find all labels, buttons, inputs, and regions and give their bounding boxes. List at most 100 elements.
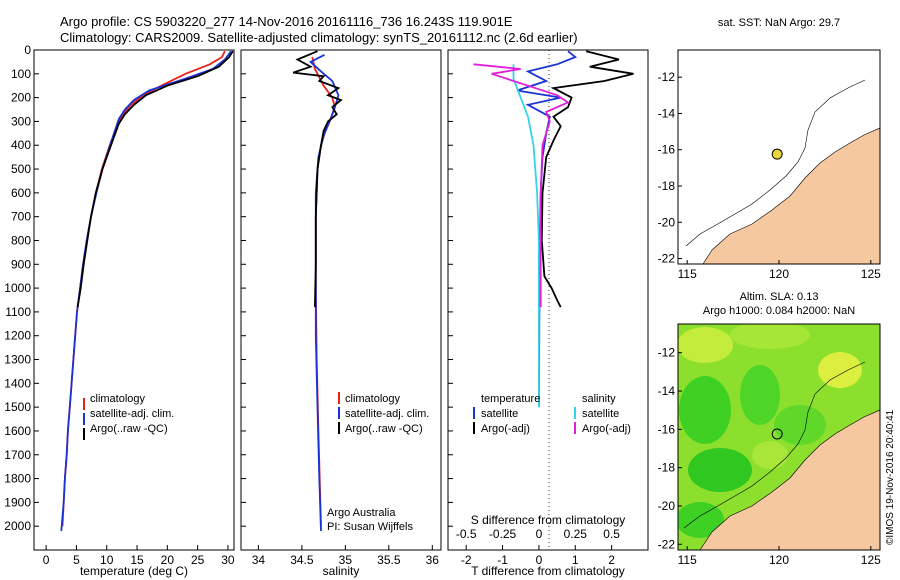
temperature-xlabel: temperature (deg C) [80, 564, 188, 578]
diff-legend-salinity-title: salinity [582, 393, 616, 405]
x-tick-label: -1 [497, 553, 508, 567]
x-tick-label: 35 [339, 553, 353, 567]
map-y-tick-label: -16 [658, 422, 676, 436]
salinity-series [292, 50, 343, 532]
temperature-legend-argo: Argo(..raw -QC) [90, 423, 168, 435]
y-tick-label: 1100 [5, 305, 31, 319]
temperature-panel: 0 5 10 15 20 25 300100200300400500600700800900… [4, 43, 235, 578]
sla-map-ticks: 115 120 125 -12 -14 -16 -18 -20 -22 [658, 346, 881, 567]
x-tick-label: 10 [100, 553, 114, 567]
sla-map-land [699, 409, 880, 550]
sla-anomaly-blob [730, 324, 810, 349]
y-tick-label: 2000 [4, 519, 31, 533]
sst-map-land [702, 127, 880, 264]
y-tick-label: 1200 [4, 329, 31, 343]
sla-map-title-1: Altim. SLA: 0.13 [740, 291, 819, 303]
salinity-annotation-2: PI: Susan Wijffels [327, 521, 413, 533]
y-tick-label: 1900 [4, 495, 31, 509]
x-tick-label: 20 [161, 553, 175, 567]
series-line-cyan [512, 64, 540, 408]
x-tick-label: 0 [43, 553, 50, 567]
map-y-tick-label: -18 [658, 179, 676, 193]
diff-legend-s-sat: satellite [582, 408, 619, 420]
sst-map-ticks: 115 120 125 -12 -14 -16 -18 -20 -22 [658, 70, 881, 281]
top-x-tick-label: 0.5 [603, 527, 620, 541]
salinity-panel: 34 34.5 35 35.5 36 salinity climatology sate… [240, 49, 442, 578]
diff-legend-temperature-title: temperature [481, 393, 540, 405]
sla-anomaly-blob [688, 448, 752, 492]
difference-xlabel: T difference from climatology [471, 564, 625, 578]
temperature-series [60, 50, 234, 532]
series-line-magenta [473, 63, 570, 308]
x-tick-label: 0 [536, 553, 543, 567]
difference-ticks: -2 -1 0 1 2 -0.5 -0.25 0 0.25 0.5 [448, 49, 620, 567]
sla-anomaly-blob [774, 405, 826, 445]
y-tick-label: 900 [11, 257, 31, 271]
x-tick-label: 34.5 [290, 553, 314, 567]
difference-axes-frame [447, 49, 649, 551]
y-tick-label: 500 [11, 162, 31, 176]
y-tick-label: 1800 [4, 472, 31, 486]
x-tick-label: 5 [73, 553, 80, 567]
map-y-tick-label: -18 [658, 461, 676, 475]
map-x-tick-label: 125 [861, 553, 881, 567]
map-y-tick-label: -12 [658, 70, 676, 84]
y-tick-label: 800 [11, 233, 31, 247]
map-x-tick-label: 120 [769, 267, 789, 281]
header-title-line2: Climatology: CARS2009. Satellite-adjuste… [60, 30, 578, 45]
y-tick-label: 1400 [4, 376, 31, 390]
temperature-legend: climatology satellite-adj. clim. Argo(..… [83, 393, 174, 440]
salinity-axes-frame [240, 49, 442, 551]
sst-map-title: sat. SST: NaN Argo: 29.7 [718, 17, 840, 29]
sla-anomaly-blob [818, 352, 862, 388]
difference-legend: temperature salinity satellite Argo(-adj… [473, 393, 631, 435]
y-tick-label: 600 [11, 186, 31, 200]
map-x-tick-label: 115 [678, 267, 697, 281]
top-x-tick-label: 0.25 [564, 527, 588, 541]
map-y-tick-label: -20 [658, 499, 676, 513]
map-x-tick-label: 115 [678, 553, 697, 567]
top-x-tick-label: 0 [536, 527, 543, 541]
salinity-legend: climatology satellite-adj. clim. Argo(..… [338, 392, 429, 435]
imos-credit: ©IMOS 19-Nov-2016 20:40:41 [885, 409, 896, 545]
sla-anomaly-blob [752, 441, 788, 469]
x-tick-label: 15 [130, 553, 144, 567]
sla-anomaly-blob [740, 365, 780, 425]
series-line-argo [292, 50, 343, 308]
sla-anomaly-blob [678, 502, 724, 538]
temperature-ticks: 0 5 10 15 20 25 300100200300400500600700800900… [4, 43, 235, 567]
top-x-tick-label: -0.5 [456, 527, 477, 541]
sla-map-panel: Altim. SLA: 0.13 Argo h1000: 0.084 h2000… [658, 291, 896, 567]
diff-legend-t-sat: satellite [481, 408, 518, 420]
map-y-tick-label: -22 [658, 537, 676, 551]
salinity-xlabel: salinity [323, 564, 360, 578]
y-tick-label: 1000 [4, 281, 31, 295]
y-tick-label: 300 [11, 114, 31, 128]
salinity-legend-argo: Argo(..raw -QC) [345, 423, 423, 435]
sst-argo-float-marker [771, 148, 783, 160]
map-y-tick-label: -14 [658, 384, 676, 398]
diff-legend-s-argo: Argo(-adj) [582, 423, 631, 435]
difference-top-xlabel: S difference from climatology [471, 513, 626, 527]
x-tick-label: 25 [191, 553, 205, 567]
header-title-line1: Argo profile: CS 5903220_277 14-Nov-2016… [60, 14, 513, 29]
x-tick-label: 36 [426, 553, 440, 567]
series-line-argo [76, 50, 234, 308]
sst-map-panel: sat. SST: NaN Argo: 29.7 115 120 125 -12 -14… [658, 17, 881, 281]
difference-series [473, 50, 634, 408]
sla-map-isobath [683, 361, 866, 529]
salinity-legend-sat: satellite-adj. clim. [345, 408, 429, 420]
map-y-tick-label: -16 [658, 143, 676, 157]
y-tick-label: 0 [24, 43, 31, 57]
salinity-legend-clim: climatology [345, 393, 401, 405]
temperature-axes-frame [33, 49, 235, 551]
sst-map-isobath [685, 79, 866, 247]
series-line-argo [540, 50, 634, 308]
y-tick-label: 400 [11, 138, 31, 152]
map-y-tick-label: -14 [658, 106, 676, 120]
salinity-annotation-1: Argo Australia [327, 507, 396, 519]
x-tick-label: 30 [221, 553, 235, 567]
map-x-tick-label: 120 [769, 553, 789, 567]
top-x-tick-label: -0.25 [489, 527, 517, 541]
